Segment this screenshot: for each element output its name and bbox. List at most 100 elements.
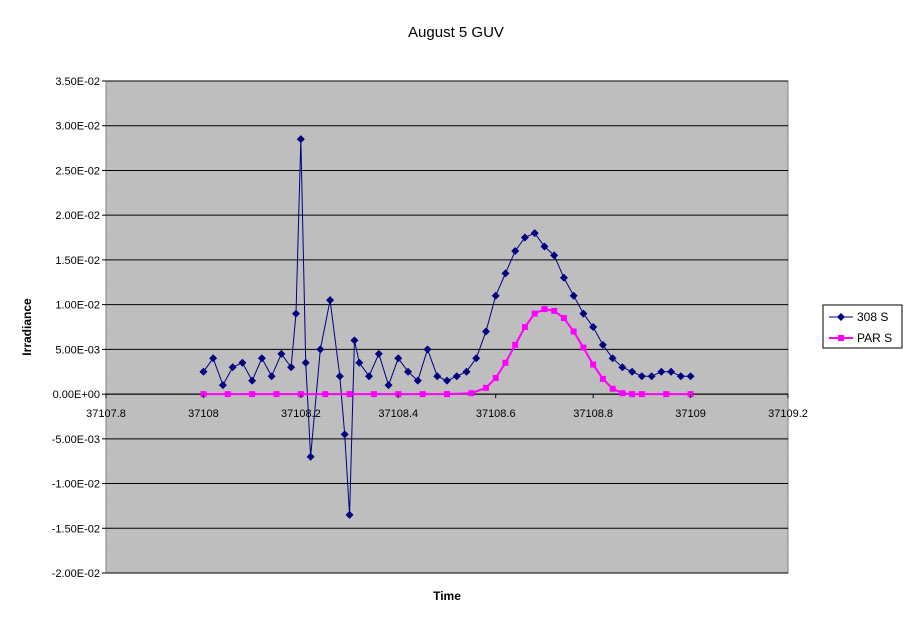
y-tick-label: -2.00E-02 <box>52 568 100 580</box>
data-point <box>423 345 432 354</box>
data-point <box>335 372 344 381</box>
data-point <box>559 273 568 282</box>
data-point <box>676 372 685 381</box>
data-point <box>394 354 403 363</box>
chart-title: August 5 GUV <box>408 24 504 41</box>
data-point <box>667 367 676 376</box>
data-point <box>629 391 636 398</box>
data-point <box>316 345 325 354</box>
data-point <box>663 391 670 398</box>
data-point <box>374 349 383 358</box>
data-point <box>301 358 310 367</box>
x-tick-label: 37109 <box>675 408 706 420</box>
data-point <box>404 367 413 376</box>
data-point <box>346 391 353 398</box>
data-point <box>608 354 617 363</box>
data-point <box>199 367 208 376</box>
data-point <box>590 361 597 368</box>
data-point <box>209 354 218 363</box>
data-point <box>619 390 626 397</box>
y-tick-label: 0.00E+00 <box>53 389 100 401</box>
x-axis-label: Time <box>433 589 461 603</box>
legend-marker <box>837 313 845 321</box>
data-point <box>277 349 286 358</box>
data-point <box>444 391 450 398</box>
y-axis-label: Irradiance <box>20 298 34 356</box>
data-point <box>491 291 500 300</box>
y-tick-label: 2.50E-02 <box>55 165 100 177</box>
legend-box <box>822 304 903 349</box>
data-point <box>291 309 300 318</box>
data-point <box>511 246 520 255</box>
data-point <box>350 336 359 345</box>
y-tick-label: 2.00E-02 <box>55 210 100 222</box>
data-point <box>443 376 451 385</box>
data-point <box>433 372 442 381</box>
x-tick-label: 37107.8 <box>86 408 126 420</box>
data-point <box>322 391 329 398</box>
data-point <box>306 452 315 461</box>
y-axis-ticks: 3.50E-02 3.00E-02 2.50E-02 2.00E-02 1.50E-02… <box>52 76 106 580</box>
data-point <box>462 367 471 376</box>
data-point <box>502 359 509 366</box>
data-point <box>267 372 276 381</box>
data-point <box>249 391 256 398</box>
y-tick-label: 1.00E-02 <box>55 300 100 312</box>
data-point <box>551 307 558 314</box>
data-point <box>355 358 364 367</box>
x-tick-label: 37108.6 <box>476 408 516 420</box>
data-point <box>472 354 481 363</box>
x-tick-label: 37108.2 <box>281 408 321 420</box>
data-point <box>365 372 374 381</box>
data-point <box>326 296 335 305</box>
data-point <box>248 376 257 385</box>
data-point <box>589 323 598 331</box>
data-point <box>340 430 349 439</box>
data-point <box>273 391 280 398</box>
legend-label: 308 S <box>857 310 888 324</box>
data-point <box>512 341 519 348</box>
data-point <box>570 328 577 335</box>
data-point <box>599 375 606 382</box>
series-layer <box>199 135 695 519</box>
series-0 <box>199 135 695 519</box>
y-tick-label: 1.50E-02 <box>55 255 100 267</box>
data-point <box>218 381 227 390</box>
data-point <box>257 354 266 363</box>
data-point <box>531 310 538 317</box>
data-point <box>419 391 426 398</box>
y-tick-label: -1.00E-02 <box>52 479 100 491</box>
data-point <box>657 367 666 376</box>
legend-marker <box>838 335 844 341</box>
data-point <box>492 374 499 381</box>
x-tick-label: 37108.4 <box>378 408 418 420</box>
data-point <box>370 391 377 398</box>
data-point <box>638 391 645 398</box>
y-tick-label: -1.50E-02 <box>52 523 100 535</box>
data-point <box>224 391 231 398</box>
legend: 308 S PAR S <box>822 304 903 349</box>
data-point <box>579 309 588 318</box>
data-point <box>580 344 587 351</box>
data-point <box>238 358 247 367</box>
x-axis-ticks: 37107.8 37108 37108.2 37108.4 37108.6 37108.8… <box>86 394 808 420</box>
data-point <box>345 510 354 519</box>
data-point <box>541 306 548 313</box>
data-point <box>637 372 646 381</box>
data-point <box>287 363 296 372</box>
data-point <box>569 291 578 300</box>
data-point <box>521 324 528 330</box>
y-tick-label: 3.00E-02 <box>55 121 100 133</box>
data-point <box>598 340 607 349</box>
data-point <box>540 242 549 251</box>
data-point <box>452 372 461 381</box>
y-tick-label: 3.50E-02 <box>55 76 100 88</box>
data-point <box>520 233 529 242</box>
data-point <box>550 251 559 260</box>
legend-label: PAR S <box>857 331 892 345</box>
data-point <box>501 269 510 278</box>
data-point <box>560 315 567 322</box>
data-point <box>628 367 637 376</box>
data-point <box>228 363 237 372</box>
